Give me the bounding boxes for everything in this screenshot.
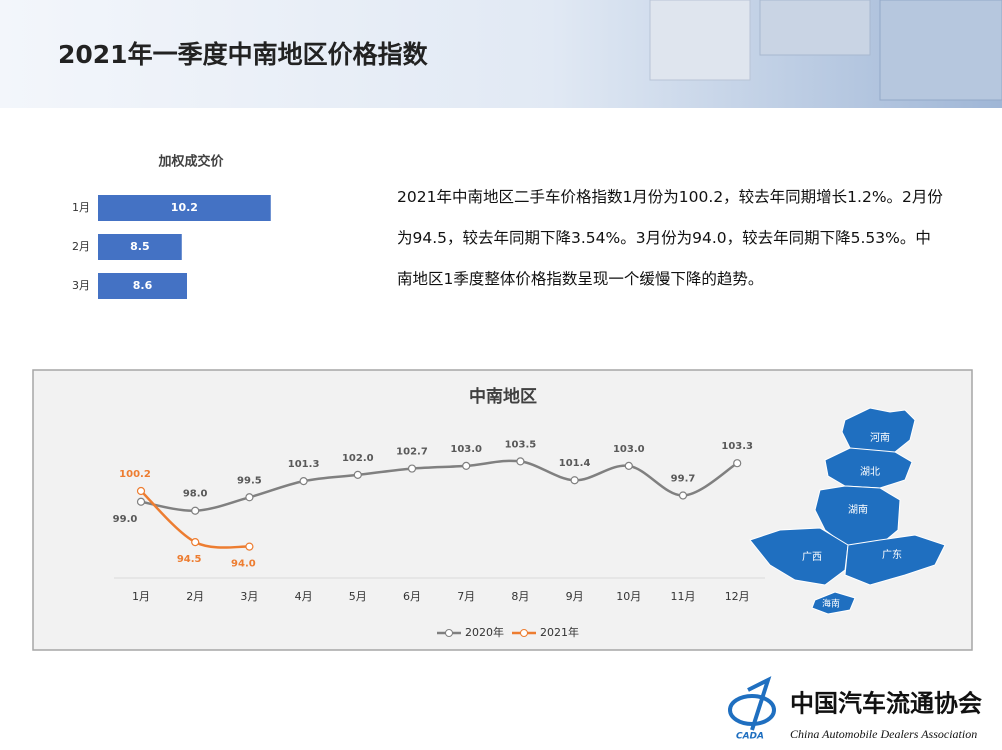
map-region: [844, 534, 946, 586]
point: [245, 542, 254, 551]
point: [733, 459, 742, 468]
logo-mark: [728, 694, 776, 726]
data-label: 94.0: [231, 559, 256, 570]
map-label: 海南: [822, 598, 840, 610]
map-label: 广东: [882, 548, 902, 561]
data-label: 8.5: [130, 240, 150, 253]
x-tick-label: 4月: [295, 590, 313, 603]
data-label: 101.3: [288, 459, 320, 470]
header-cube: [879, 0, 1002, 101]
bar: [98, 273, 187, 299]
x-tick-label: 5月: [349, 590, 367, 603]
data-label: 94.5: [177, 554, 202, 565]
logo: CADA 中国汽车流通协会 China Automobile Dealers A…: [728, 676, 982, 742]
data-label: 99.7: [671, 473, 696, 484]
data-label: 102.0: [342, 453, 374, 464]
map-region: [811, 591, 856, 615]
region-map: 河南 湖北 湖南 广西 广东 海南: [749, 407, 946, 615]
header-cube: [759, 0, 871, 56]
data-label: 103.0: [450, 444, 482, 455]
point: [516, 457, 525, 466]
data-label: 103.3: [721, 441, 753, 452]
x-tick-label: 2月: [186, 590, 204, 603]
map-region: [824, 447, 913, 489]
data-label: 100.2: [119, 469, 151, 480]
data-label: 99.5: [237, 475, 262, 486]
point: [353, 470, 362, 479]
header-cube: [649, 0, 751, 81]
x-tick-label: 6月: [403, 590, 421, 603]
point: [191, 538, 200, 547]
data-label: 103.0: [613, 444, 645, 455]
x-tick-label: 11月: [671, 590, 696, 603]
bar: [98, 234, 182, 260]
legend-label: 2020年: [465, 625, 504, 639]
x-tick-label: 12月: [725, 590, 750, 603]
x-tick-label: 9月: [566, 590, 584, 603]
y-tick-label: 3月: [72, 279, 90, 292]
point: [624, 461, 633, 470]
data-label: 10.2: [171, 201, 198, 214]
x-tick-label: 10月: [616, 590, 641, 603]
point: [678, 491, 688, 500]
data-label: 98.0: [183, 489, 208, 500]
legend-label: 2021年: [540, 625, 579, 639]
point: [407, 464, 417, 473]
map-label: 河南: [870, 431, 890, 444]
logo-mark: [747, 676, 772, 731]
y-tick-label: 2月: [72, 240, 90, 253]
x-tick-label: 1月: [132, 590, 150, 603]
point: [462, 461, 471, 470]
map-label: 广西: [802, 551, 822, 563]
data-label: 101.4: [559, 458, 591, 469]
legend-marker: [520, 629, 528, 637]
point: [136, 486, 146, 496]
logo-name: 中国汽车流通协会: [790, 690, 982, 718]
chart-title: 中南地区: [469, 386, 537, 406]
point: [570, 476, 579, 485]
x-tick-label: 3月: [240, 590, 258, 603]
map-label: 湖南: [848, 503, 868, 516]
map-label: 湖北: [860, 466, 880, 478]
data-label: 102.7: [396, 447, 428, 458]
chart-title: 加权成交价: [157, 154, 224, 170]
point: [299, 477, 308, 486]
x-tick-label: 7月: [457, 590, 475, 603]
map-region: [814, 485, 901, 546]
logo-english: China Automobile Dealers Association: [790, 727, 977, 741]
map-region: [841, 407, 916, 456]
data-label: 103.5: [505, 439, 537, 450]
data-label: 99.0: [113, 514, 138, 525]
legend-marker: [445, 629, 453, 637]
y-tick-label: 1月: [72, 201, 90, 214]
logo-abbr: CADA: [736, 732, 764, 742]
description: 2021年中南地区二手车价格指数1月份为100.2，较去年同期增长1.2%。2月…: [397, 188, 943, 288]
slide-title: 2021年一季度中南地区价格指数: [58, 40, 429, 69]
x-tick-label: 8月: [511, 590, 529, 603]
bar: [98, 195, 271, 221]
point: [245, 493, 254, 502]
point: [191, 506, 200, 515]
data-label: 8.6: [133, 279, 153, 292]
point: [136, 497, 146, 506]
